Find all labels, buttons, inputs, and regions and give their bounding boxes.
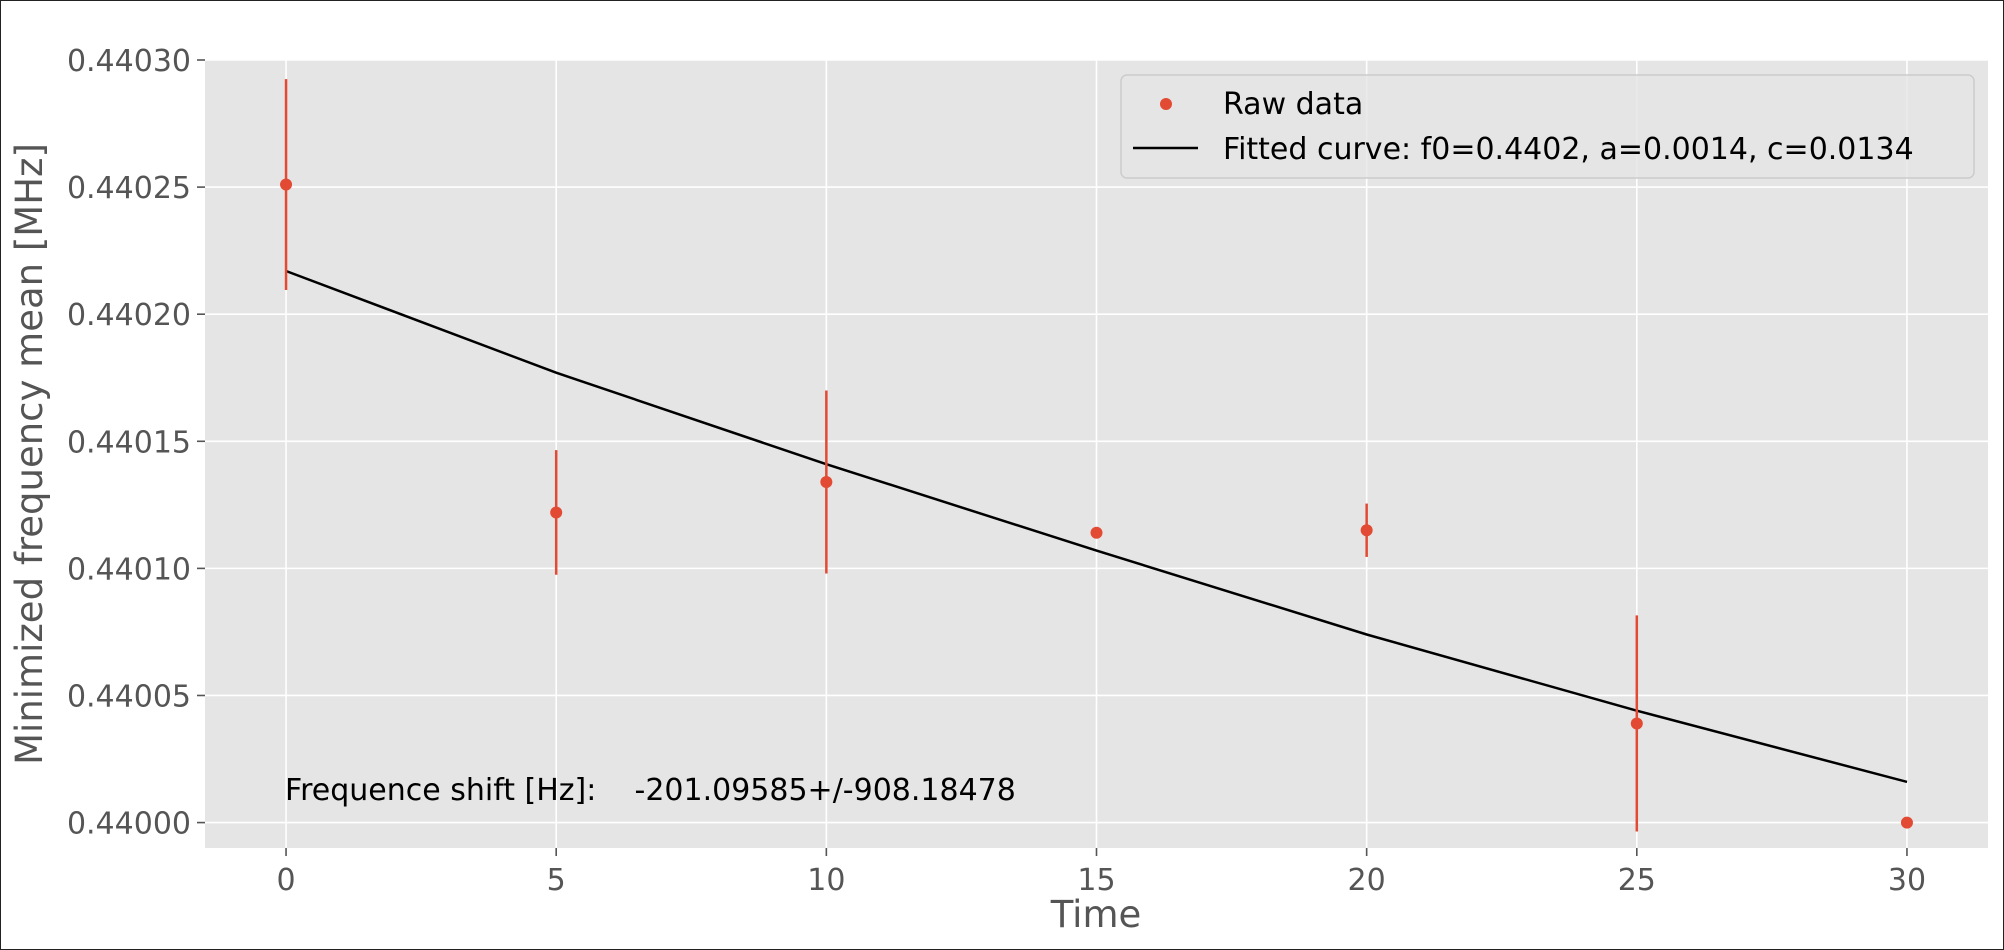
x-axis-title: Time	[1050, 893, 1142, 936]
legend-raw-data-label: Raw data	[1223, 87, 1363, 122]
x-tick-label: 10	[807, 863, 845, 898]
y-tick-label: 0.44005	[67, 679, 191, 714]
x-tick-label: 25	[1618, 863, 1656, 898]
axis-ticks: 0 5 10 15 20 25 30 0.44000 0.44005 0.44010 0.44015…	[67, 44, 1926, 898]
legend-fitted-curve-label: Fitted curve: f0=0.4402, a=0.0014, c=0.0…	[1223, 132, 1914, 167]
legend: Raw data Fitted curve: f0=0.4402, a=0.00…	[1120, 74, 1975, 179]
y-tick-label: 0.44015	[67, 425, 191, 460]
y-tick-label: 0.44030	[67, 44, 191, 79]
raw-data-point	[550, 506, 563, 519]
y-tick-label: 0.44020	[67, 298, 191, 333]
y-axis-title: Minimized frequency mean [MHz]	[8, 143, 51, 765]
x-tick-label: 0	[276, 863, 295, 898]
frequency-shift-annotation: Frequence shift [Hz]: -201.09585+/-908.1…	[285, 773, 1016, 808]
x-tick-label: 5	[547, 863, 566, 898]
x-tick-label: 20	[1348, 863, 1386, 898]
legend-raw-data-marker	[1160, 98, 1172, 110]
raw-data-layer	[280, 79, 1913, 832]
raw-data-point	[1360, 524, 1373, 537]
y-tick-label: 0.44025	[67, 171, 191, 206]
y-tick-label: 0.44000	[67, 807, 191, 842]
raw-data-point	[820, 475, 833, 488]
x-tick-label: 15	[1077, 863, 1115, 898]
raw-data-point	[1630, 717, 1643, 730]
x-tick-label: 30	[1888, 863, 1926, 898]
grid	[205, 59, 1988, 848]
y-tick-label: 0.44010	[67, 552, 191, 587]
raw-data-point	[280, 178, 293, 191]
raw-data-point	[1900, 816, 1913, 829]
raw-data-point	[1090, 526, 1103, 539]
legend-box	[1120, 74, 1975, 179]
